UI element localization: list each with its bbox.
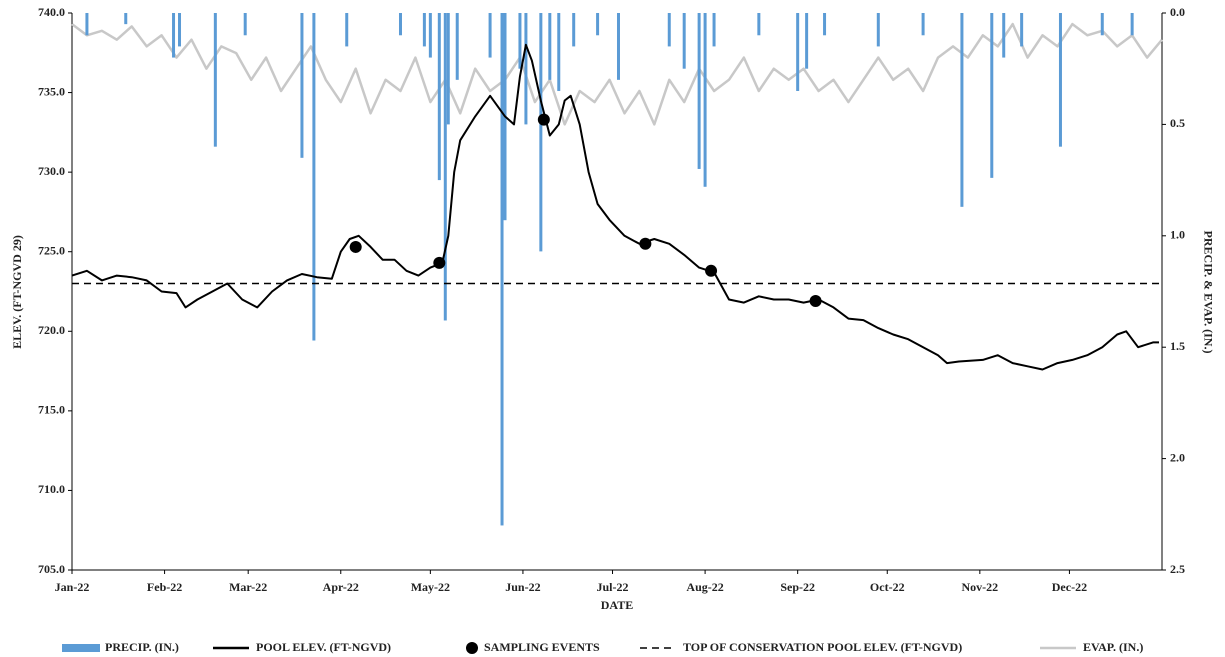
precip-bar [446, 13, 450, 125]
legend-label: SAMPLING EVENTS [484, 640, 600, 654]
y2-tick-label: 2.5 [1170, 562, 1185, 576]
x-tick-label: Apr-22 [323, 580, 359, 594]
y-tick-label: 725.0 [38, 243, 65, 257]
precip-bar [805, 13, 809, 69]
legend-label: EVAP. (IN.) [1083, 640, 1143, 654]
precip-bar [345, 13, 349, 47]
precip-bar [500, 13, 504, 526]
y2-tick-label: 1.0 [1170, 228, 1185, 242]
x-tick-label: Jan-22 [55, 580, 90, 594]
precip-bar [422, 13, 426, 47]
precip-bar [524, 13, 528, 125]
y-tick-label: 710.0 [38, 482, 65, 496]
x-tick-label: Sep-22 [780, 580, 815, 594]
x-tick-label: Feb-22 [147, 580, 182, 594]
sampling-point [349, 240, 362, 253]
precip-bar [548, 13, 552, 80]
precip-bar [557, 13, 561, 91]
x-axis-label: DATE [601, 598, 633, 612]
y-tick-label: 735.0 [38, 84, 65, 98]
precip-bar [312, 13, 316, 341]
y2-axis-label: PRECIP. & EVAP. (IN.) [1201, 231, 1215, 354]
precip-bar [990, 13, 994, 178]
sampling-point [537, 113, 550, 126]
precip-bar [1058, 13, 1062, 147]
y2-tick-label: 2.0 [1170, 450, 1185, 464]
x-tick-label: Jun-22 [505, 580, 540, 594]
precip-bar [796, 13, 800, 91]
precip-bar [455, 13, 459, 80]
sampling-point [433, 256, 446, 269]
y-tick-label: 740.0 [38, 5, 65, 19]
y2-tick-label: 1.5 [1170, 339, 1185, 353]
precip-bar [85, 13, 89, 36]
sampling-point [809, 295, 822, 308]
precip-bar [398, 13, 402, 36]
legend-swatch [62, 644, 100, 652]
series-line [71, 43, 1159, 371]
sampling-point [705, 264, 718, 277]
precip-bar [757, 13, 761, 36]
legend-label: PRECIP. (IN.) [105, 640, 179, 654]
y-tick-label: 720.0 [38, 323, 65, 337]
precip-bar [243, 13, 247, 36]
y2-tick-label: 0.0 [1170, 5, 1185, 19]
x-tick-label: Jul-22 [597, 580, 629, 594]
precip-bar [572, 13, 576, 47]
y2-tick-label: 0.5 [1170, 116, 1185, 130]
y-tick-label: 715.0 [38, 403, 65, 417]
precip-bar [596, 13, 600, 36]
precip-bar [213, 13, 217, 147]
y-tick-label: 730.0 [38, 164, 65, 178]
precip-bar [1130, 13, 1134, 36]
precip-bar [1002, 13, 1006, 58]
y-axis-label: ELEV. (FT-NGVD 29) [10, 235, 24, 349]
precip-bar [300, 13, 304, 158]
legend-label: POOL ELEV. (FT-NGVD) [256, 640, 391, 654]
x-tick-label: Mar-22 [229, 580, 267, 594]
precip-bar [172, 13, 176, 58]
legend-swatch [466, 642, 478, 654]
precip-bar [1100, 13, 1104, 36]
precip-bar [488, 13, 492, 58]
x-tick-label: May-22 [411, 580, 450, 594]
x-tick-label: Nov-22 [961, 580, 998, 594]
precip-bar [437, 13, 441, 181]
y-tick-label: 705.0 [38, 562, 65, 576]
series-line [71, 22, 1163, 126]
sampling-point [639, 237, 652, 250]
precip-bar [428, 13, 432, 58]
precip-bar [1020, 13, 1024, 47]
precip-bar [960, 13, 964, 207]
precip-bar [876, 13, 880, 47]
precip-bar [697, 13, 701, 169]
precip-bar [712, 13, 716, 47]
precip-bar [682, 13, 686, 69]
precip-bar [616, 13, 620, 80]
precip-bar [124, 13, 128, 25]
precip-bar [921, 13, 925, 36]
x-tick-label: Aug-22 [686, 580, 723, 594]
precip-bar [823, 13, 827, 36]
x-tick-label: Oct-22 [870, 580, 905, 594]
precip-bar [667, 13, 671, 47]
precip-bar [178, 13, 182, 47]
x-tick-label: Dec-22 [1052, 580, 1087, 594]
precip-bar [518, 13, 522, 69]
precip-bar [539, 13, 543, 252]
precip-bar [443, 13, 447, 321]
precip-bar [703, 13, 707, 187]
legend-label: TOP OF CONSERVATION POOL ELEV. (FT-NGVD) [683, 640, 962, 654]
